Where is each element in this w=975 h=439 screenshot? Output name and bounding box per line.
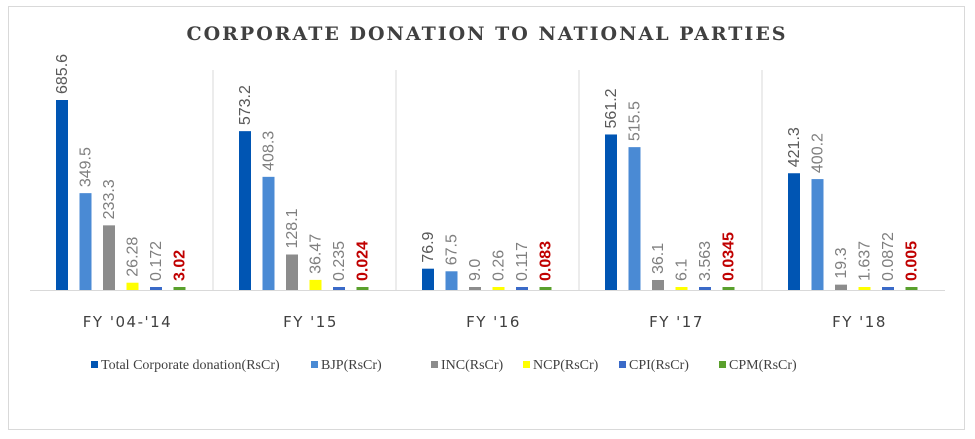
bar-bjp — [811, 179, 824, 290]
bar-cpi — [333, 287, 345, 290]
bar-ncp — [309, 279, 322, 290]
bar-cpi — [699, 287, 711, 290]
bar-total-corporate-donation — [239, 131, 251, 290]
bar-bjp — [628, 147, 641, 290]
bar-total-corporate-donation — [422, 268, 434, 290]
legend-swatch — [311, 361, 318, 368]
bar-inc — [286, 254, 298, 290]
bar-bjp — [262, 176, 275, 290]
bar-ncp — [126, 282, 139, 290]
data-label: 685.6 — [54, 54, 71, 94]
data-label: 0.117 — [514, 242, 531, 281]
legend-label: INC(RsCr) — [441, 358, 504, 373]
data-label: 400.2 — [810, 133, 827, 173]
data-label: 573.2 — [237, 85, 254, 125]
bar-total-corporate-donation — [56, 100, 68, 290]
data-label: 561.2 — [603, 88, 620, 128]
data-label: 1.637 — [857, 241, 874, 281]
data-label: 515.5 — [627, 101, 644, 141]
data-label: 36.1 — [650, 243, 667, 274]
bar-cpm — [173, 287, 186, 290]
bar-bjp — [445, 271, 458, 290]
bar-bjp — [79, 193, 92, 290]
data-label: 233.3 — [101, 179, 118, 219]
bar-ncp — [675, 287, 688, 290]
chart-title: CORPORATE DONATION TO NATIONAL PARTIES — [186, 23, 787, 45]
legend-label: CPM(RsCr) — [729, 358, 797, 373]
bar-inc — [652, 279, 664, 290]
bar-cpm — [539, 287, 552, 290]
data-label: 0.024 — [355, 241, 372, 281]
data-label: 36.47 — [308, 234, 325, 274]
legend-label: BJP(RsCr) — [321, 358, 382, 373]
data-label: 0.235 — [331, 241, 348, 281]
bar-cpi — [516, 287, 528, 290]
data-label: 67.5 — [444, 234, 461, 265]
chart-frame — [8, 6, 965, 430]
x-tick-label: FY '17 — [649, 313, 704, 331]
data-label: 26.28 — [125, 237, 142, 277]
data-label: 0.005 — [904, 241, 921, 281]
bar-ncp — [858, 287, 871, 290]
data-label: 0.172 — [148, 241, 165, 281]
x-tick-label: FY '15 — [283, 313, 338, 331]
data-label: 128.1 — [284, 208, 301, 248]
x-tick-label: FY '04-'14 — [83, 313, 172, 331]
x-tick-label: FY '18 — [832, 313, 887, 331]
data-label: 0.0872 — [880, 232, 897, 281]
bar-inc — [835, 284, 847, 290]
data-label: 349.5 — [78, 147, 95, 187]
legend-swatch — [719, 361, 726, 368]
data-label: 9.0 — [467, 259, 484, 281]
data-label: 0.26 — [491, 250, 508, 281]
legend-label: NCP(RsCr) — [533, 358, 599, 373]
data-label: 6.1 — [674, 259, 691, 281]
data-label: 19.3 — [833, 247, 850, 278]
legend-label: Total Corporate donation(RsCr) — [101, 358, 280, 373]
data-label: 76.9 — [420, 231, 437, 262]
legend-swatch — [619, 361, 626, 368]
data-label: 421.3 — [786, 127, 803, 167]
bar-ncp — [492, 287, 505, 290]
bar-cpm — [356, 287, 369, 290]
bar-cpm — [722, 287, 735, 290]
bar-total-corporate-donation — [605, 134, 617, 290]
data-label: 3.02 — [172, 250, 189, 281]
bar-cpi — [882, 287, 894, 290]
legend-swatch — [431, 361, 438, 368]
data-label: 0.0345 — [721, 232, 738, 281]
bar-inc — [469, 287, 481, 290]
bar-inc — [103, 225, 115, 290]
data-label: 408.3 — [261, 131, 278, 171]
data-label: 0.083 — [538, 241, 555, 281]
legend-label: CPI(RsCr) — [629, 358, 689, 373]
data-label: 3.563 — [697, 241, 714, 281]
legend-swatch — [91, 361, 98, 368]
x-tick-label: FY '16 — [466, 313, 521, 331]
bar-cpi — [150, 287, 162, 290]
legend-swatch — [523, 361, 530, 368]
bar-total-corporate-donation — [788, 173, 800, 290]
bar-cpm — [905, 287, 918, 290]
